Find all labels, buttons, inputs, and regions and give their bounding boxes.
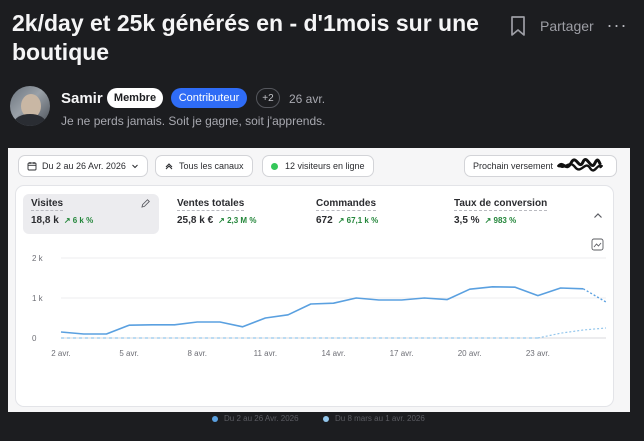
x-tick-label: 17 avr. [390,349,414,358]
chevron-up-icon[interactable] [591,209,605,223]
series-line-current-projection [582,288,607,303]
x-tick-label: 23 avr. [526,349,550,358]
legend-label-previous: Du 8 mars au 1 avr. 2026 [335,414,425,423]
metric-visits[interactable]: Visites 18,8 k ↗ 6 k % [23,194,159,234]
pencil-icon[interactable] [140,198,151,209]
live-visitors-button[interactable]: 12 visiteurs en ligne [262,155,374,177]
visits-line-chart: 2 k 1 k 0 2 avr. 5 avr. 8 avr. 11 avr. 14 avr. 1… [32,254,607,358]
legend-previous: Du 8 mars au 1 avr. 2026 [323,414,425,423]
metric-label: Visites [31,198,64,211]
metric-value: 25,8 k € ↗ 2,3 M % [177,215,257,226]
sales-overview-card: Visites 18,8 k ↗ 6 k % Ventes totales 25,… [15,185,614,423]
chevron-down-icon [132,164,138,169]
post-date: 26 avr. [289,92,326,106]
x-tick-label: 2 avr. [51,349,71,358]
live-visitors-label: 12 visiteurs en ligne [285,161,365,171]
channels-icon [165,163,173,170]
post-title: 2k/day et 25k générés en - d'1mois sur u… [12,10,479,65]
x-tick-label: 20 avr. [458,349,482,358]
live-indicator-icon [271,162,278,170]
metric-total-sales[interactable]: Ventes totales 25,8 k € ↗ 2,3 M % [169,194,299,234]
analytics-screenshot: Du 2 au 26 Avr. 2026 Tous les canaux 12 … [8,148,630,423]
metric-conversion-rate[interactable]: Taux de conversion 3,5 % ↗ 983 % [446,194,581,234]
metric-value: 18,8 k ↗ 6 k % [31,215,94,226]
avatar[interactable] [10,86,50,126]
series-line-previous-projection [537,327,607,339]
series-line-current [60,286,584,335]
metric-label: Commandes [316,198,377,211]
y-tick-label: 2 k [32,254,44,263]
chart-settings-icon[interactable] [591,238,604,251]
metric-delta: ↗ 6 k % [63,216,94,225]
more-options-button[interactable]: ··· [606,14,628,35]
author-bio: Je ne perds jamais. Soit je gagne, soit … [61,114,326,128]
metric-orders[interactable]: Commandes 672 ↗ 67,1 k % [308,194,438,234]
x-tick-label: 5 avr. [119,349,139,358]
calendar-icon [27,162,37,171]
metric-delta: ↗ 67,1 k % [337,216,379,225]
metric-label: Ventes totales [177,198,245,211]
metric-value: 3,5 % ↗ 983 % [454,215,517,226]
contributor-badge: Contributeur [171,88,247,108]
metric-value: 672 ↗ 67,1 k % [316,215,379,226]
x-tick-label: 11 avr. [254,349,277,358]
author-name[interactable]: Samir [61,90,103,107]
next-payout-label: Prochain versement [473,161,554,171]
date-range-selector[interactable]: Du 2 au 26 Avr. 2026 [18,155,148,177]
bookmark-icon[interactable] [508,15,528,37]
extra-badges-count[interactable]: +2 [256,88,280,108]
legend-label-current: Du 2 au 26 Avr. 2026 [224,414,299,423]
channels-label: Tous les canaux [179,161,244,171]
legend-swatch-current [212,415,218,422]
legend-swatch-previous [323,415,329,422]
y-tick-label: 0 [32,334,37,343]
metric-delta: ↗ 983 % [484,216,517,225]
share-label: Partager [540,18,594,34]
metric-label: Taux de conversion [454,198,548,211]
y-tick-label: 1 k [32,294,44,303]
member-badge: Membre [107,88,163,108]
x-tick-label: 8 avr. [187,349,207,358]
date-range-label: Du 2 au 26 Avr. 2026 [42,161,126,171]
legend-current: Du 2 au 26 Avr. 2026 [212,414,299,423]
channels-selector[interactable]: Tous les canaux [155,155,253,177]
metric-delta: ↗ 2,3 M % [218,216,257,225]
next-payout-button[interactable]: Prochain versement [464,155,618,177]
share-button[interactable]: Partager [508,14,594,38]
x-tick-label: 14 avr. [321,349,345,358]
redaction-scribble [557,158,604,172]
